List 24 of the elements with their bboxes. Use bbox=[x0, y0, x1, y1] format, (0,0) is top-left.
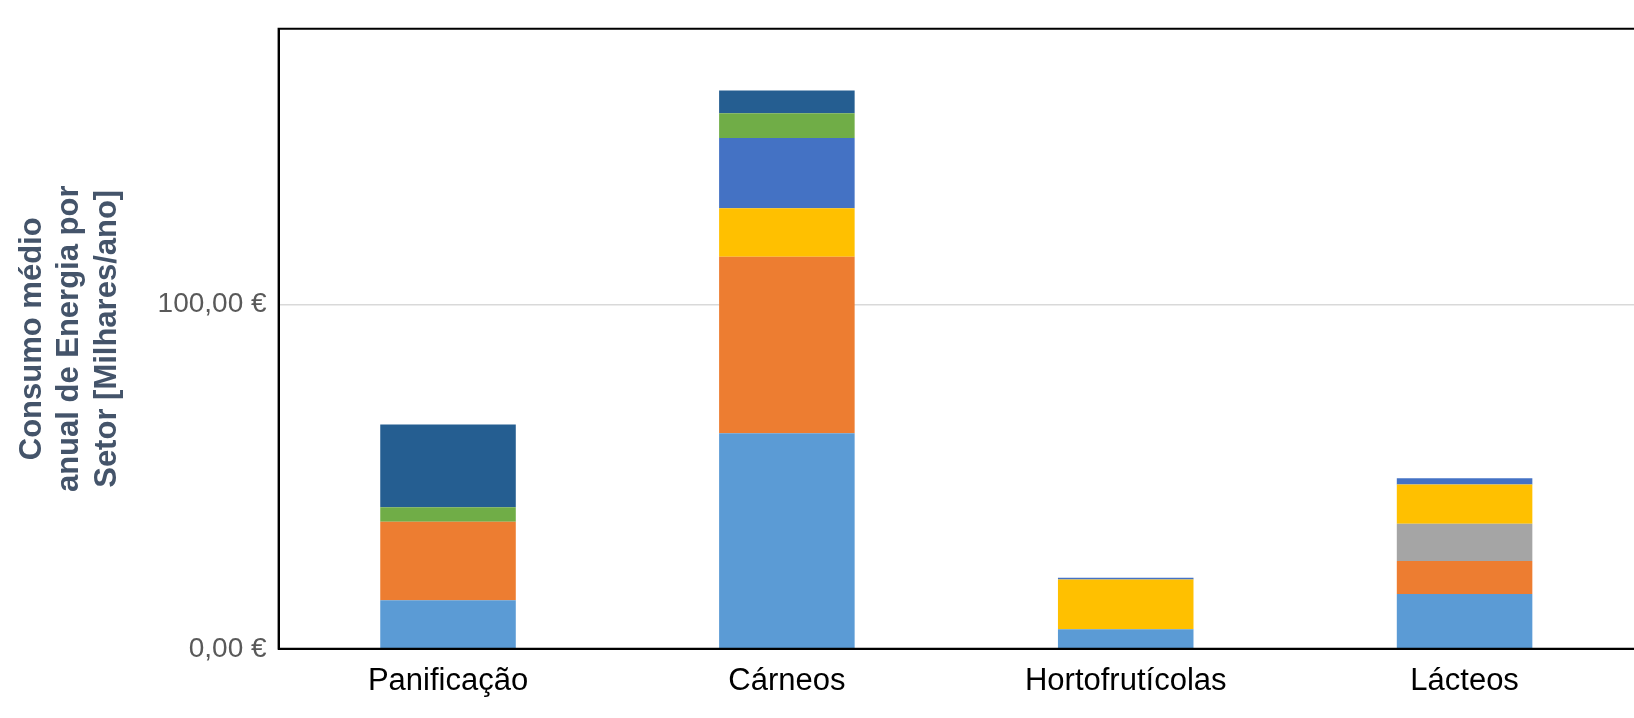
x-tick-label: Lácteos bbox=[1410, 661, 1519, 697]
bar bbox=[719, 113, 855, 138]
bar bbox=[1396, 478, 1533, 485]
x-tick-label: Panificação bbox=[367, 661, 529, 697]
bar bbox=[1057, 629, 1194, 649]
bar bbox=[380, 600, 516, 649]
bar bbox=[1396, 484, 1533, 524]
bar bbox=[719, 90, 855, 114]
bar bbox=[719, 208, 855, 257]
bar bbox=[380, 507, 516, 522]
bar bbox=[380, 521, 516, 601]
bar bbox=[1396, 560, 1533, 595]
x-tick-label: Cárneos bbox=[728, 661, 846, 697]
y-tick-label: 0,00 € bbox=[188, 631, 268, 663]
y-axis-title: Consumo médio anual de Energia por Setor [Milhares/ano] bbox=[13, 185, 123, 493]
bar bbox=[1396, 594, 1533, 649]
bar bbox=[380, 424, 516, 508]
bar bbox=[719, 137, 855, 209]
bar bbox=[719, 256, 855, 434]
bar bbox=[1057, 579, 1194, 630]
x-tick-label: Hortofrutícolas bbox=[1024, 661, 1227, 697]
y-tick-label: 100,00 € bbox=[157, 287, 268, 319]
bar bbox=[1396, 523, 1533, 561]
bar bbox=[719, 433, 855, 649]
